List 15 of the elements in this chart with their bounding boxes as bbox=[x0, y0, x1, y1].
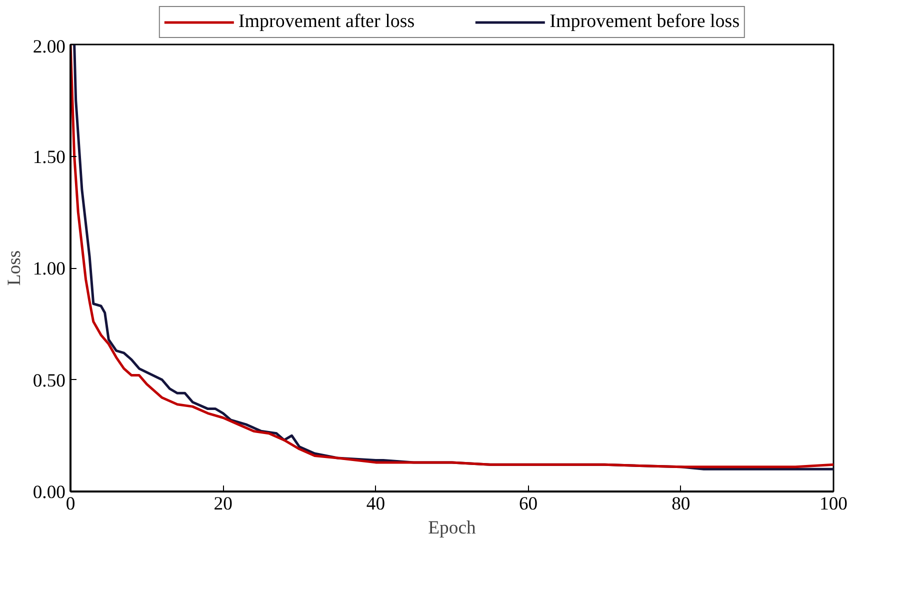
x-tick-label: 100 bbox=[820, 494, 848, 514]
x-tick-label: 80 bbox=[672, 494, 690, 514]
x-tick-label: 20 bbox=[214, 494, 232, 514]
y-axis-title: Loss bbox=[4, 250, 25, 286]
y-tick-label: 1.00 bbox=[32, 258, 66, 280]
y-tick-label: 2.00 bbox=[32, 36, 66, 58]
y-tick-label: 0.50 bbox=[32, 370, 66, 392]
legend-label: Improvement after loss bbox=[238, 11, 415, 33]
y-tick-label: 0.00 bbox=[32, 482, 66, 503]
x-tick-label: 60 bbox=[518, 494, 538, 514]
x-tick-label: 0 bbox=[66, 494, 76, 514]
x-tick-label: 40 bbox=[366, 494, 386, 514]
y-tick-label: 1.50 bbox=[32, 146, 66, 168]
x-axis-title: Epoch bbox=[428, 518, 476, 538]
legend-label: Improvement before loss bbox=[550, 11, 740, 33]
